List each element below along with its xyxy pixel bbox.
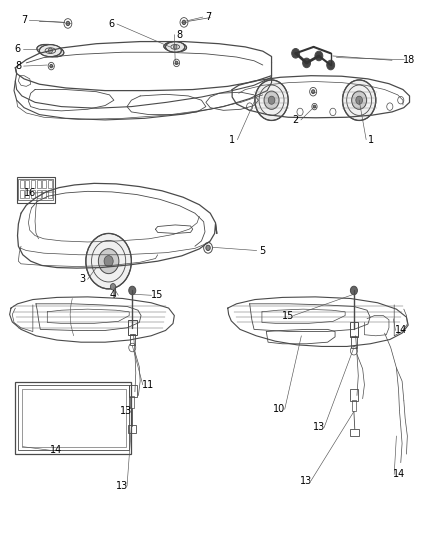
Bar: [20, 190, 24, 198]
Circle shape: [264, 91, 279, 109]
Text: 15: 15: [282, 311, 294, 320]
Circle shape: [86, 233, 131, 289]
Circle shape: [303, 58, 311, 68]
Ellipse shape: [37, 44, 64, 57]
Text: 13: 13: [313, 423, 325, 432]
Circle shape: [66, 21, 70, 26]
Bar: [48, 190, 52, 198]
Circle shape: [175, 61, 178, 64]
Bar: [350, 322, 358, 337]
Circle shape: [327, 60, 335, 70]
Bar: [37, 180, 41, 188]
Circle shape: [173, 45, 177, 49]
Ellipse shape: [164, 42, 187, 52]
Circle shape: [182, 20, 186, 25]
Circle shape: [104, 256, 113, 266]
Text: 14: 14: [393, 470, 406, 479]
Bar: [25, 180, 29, 188]
Circle shape: [206, 245, 210, 251]
Circle shape: [268, 96, 275, 104]
Text: 14: 14: [50, 446, 62, 455]
Ellipse shape: [166, 42, 185, 52]
Text: 8: 8: [177, 30, 183, 39]
Bar: [20, 180, 24, 188]
Text: 15: 15: [151, 290, 163, 300]
Circle shape: [129, 286, 136, 295]
Circle shape: [315, 51, 323, 61]
Bar: [42, 190, 46, 198]
Text: 1: 1: [368, 135, 374, 144]
Text: 13: 13: [116, 481, 128, 491]
Circle shape: [356, 96, 363, 104]
Bar: [351, 336, 357, 348]
Bar: [128, 320, 137, 335]
Text: 7: 7: [205, 12, 211, 22]
Circle shape: [50, 64, 53, 68]
Text: 6: 6: [14, 44, 21, 54]
Text: 7: 7: [21, 15, 27, 25]
Circle shape: [350, 286, 357, 295]
Bar: [352, 400, 356, 411]
Bar: [22, 389, 126, 447]
Text: 13: 13: [300, 476, 312, 486]
Circle shape: [255, 80, 288, 120]
Circle shape: [48, 48, 53, 53]
Ellipse shape: [39, 45, 61, 56]
Circle shape: [99, 249, 119, 273]
Text: 11: 11: [142, 380, 154, 390]
Bar: [128, 425, 136, 433]
Text: 6: 6: [109, 19, 115, 29]
Bar: [25, 190, 29, 198]
Bar: [31, 190, 35, 198]
Text: 8: 8: [15, 61, 21, 71]
Bar: [18, 385, 129, 450]
Text: 14: 14: [395, 326, 407, 335]
Bar: [130, 334, 135, 345]
Circle shape: [311, 90, 315, 94]
Bar: [15, 382, 131, 454]
Text: 1: 1: [229, 135, 235, 144]
Bar: [37, 190, 41, 198]
Bar: [350, 389, 358, 401]
Bar: [31, 180, 35, 188]
Bar: [17, 177, 55, 203]
Text: 2: 2: [293, 115, 299, 125]
Circle shape: [313, 105, 316, 108]
Text: 3: 3: [79, 274, 85, 284]
Bar: [18, 179, 53, 200]
Bar: [42, 180, 46, 188]
Text: 4: 4: [110, 290, 116, 300]
Text: 18: 18: [403, 55, 416, 64]
Bar: [130, 396, 134, 408]
Text: 10: 10: [273, 405, 286, 414]
Bar: [350, 429, 359, 436]
Text: 5: 5: [259, 246, 265, 255]
Text: 16: 16: [24, 188, 36, 198]
Bar: [129, 385, 137, 397]
Text: 13: 13: [120, 407, 132, 416]
Circle shape: [343, 80, 376, 120]
Bar: [48, 180, 52, 188]
Circle shape: [352, 91, 367, 109]
Circle shape: [110, 284, 116, 290]
Circle shape: [292, 49, 300, 58]
